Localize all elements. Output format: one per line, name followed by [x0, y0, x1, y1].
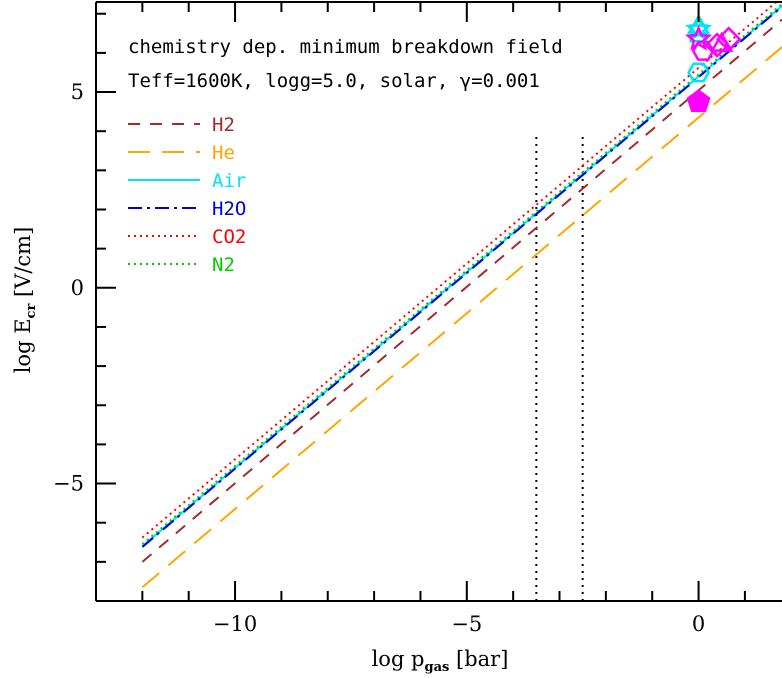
x-tick-label: −5	[451, 612, 482, 636]
legend-label-air: Air	[212, 170, 246, 192]
legend-label-co2: CO2	[212, 226, 246, 248]
legend-label-h2: H2	[212, 114, 235, 136]
marker-triangle-9	[710, 31, 734, 52]
series-line-h2o	[141, 5, 782, 548]
marker-circle-4	[687, 62, 711, 83]
marker-pentagon-10	[686, 89, 711, 112]
series-line-he	[141, 46, 782, 589]
legend-label-h2o: H2O	[212, 198, 246, 220]
title-line-1: chemistry dep. minimum breakdown field	[128, 36, 563, 58]
y-tick-label: −5	[53, 472, 84, 496]
series-line-n2	[141, 3, 782, 545]
y-tick-label: 0	[71, 276, 84, 300]
marker-star-5	[684, 24, 713, 51]
marker-circle-8	[691, 41, 715, 61]
series-line-h2	[141, 18, 782, 563]
marker-square-3	[689, 24, 708, 43]
legend-label-he: He	[212, 142, 235, 164]
title-line-2: Teff=1600K, logg=5.0, solar, γ=0.001	[128, 70, 540, 92]
x-axis-title: log pgas [bar]	[372, 647, 509, 675]
y-tick-label: 5	[71, 80, 84, 104]
legend-label-n2: N2	[212, 254, 235, 276]
y-axis-title: log Ecr [V/cm]	[11, 227, 39, 374]
x-tick-label: −10	[213, 612, 257, 636]
series-line-co2	[141, 0, 781, 539]
x-tick-label: 0	[692, 612, 705, 636]
